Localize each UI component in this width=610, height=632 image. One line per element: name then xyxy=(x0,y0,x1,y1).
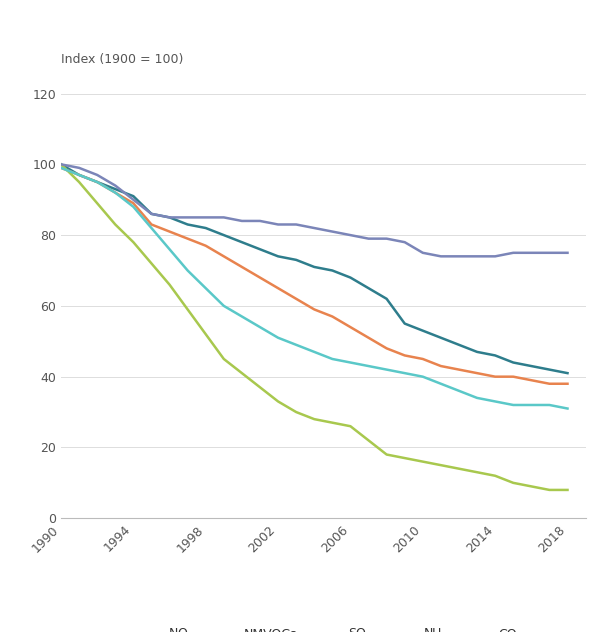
Legend: NO$_x$, NMVOCs, SO$_x$, NH$_3$, CO: NO$_x$, NMVOCs, SO$_x$, NH$_3$, CO xyxy=(125,622,522,632)
Text: Index (1900 = 100): Index (1900 = 100) xyxy=(61,53,184,66)
